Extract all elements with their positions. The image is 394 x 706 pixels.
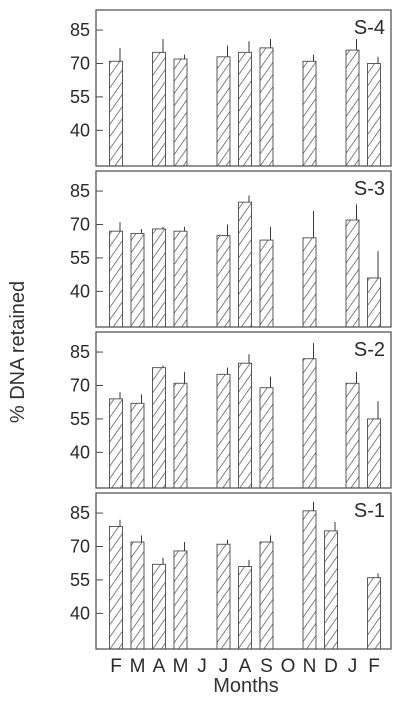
x-tick-label-4-j: J [197,656,207,677]
panel-label-s-4: S-4 [354,17,385,39]
bar-s-2-0-f [109,398,123,489]
x-tick-label-0-f: F [110,656,122,677]
bar-s-2-12-f [367,418,381,489]
bar-s-2-1-m [130,402,145,489]
panels-layer: 85 70 55 40 S-4 85 70 55 40 S-3 85 70 55 40 S-2 85 70 55 4… [70,9,392,650]
bar-s-1-2-a [152,563,166,650]
x-tick-label-3-m: M [173,656,189,677]
bar-s-1-3-m [173,550,188,650]
bar-s-4-9-n [302,60,317,167]
bar-s-3-1-m [130,232,145,328]
x-tick-label-8-o: O [281,656,296,677]
y-tick-label-s-1-55: 55 [70,570,90,590]
y-tick-label-s-4-85: 85 [70,20,90,40]
bar-s-1-12-f [367,577,381,650]
y-tick-label-s-2-40: 40 [70,442,90,462]
bar-s-3-3-m [173,230,188,328]
bar-s-2-9-n [302,358,317,489]
bar-s-1-0-f [109,525,123,650]
bar-s-2-3-m [173,382,188,489]
y-tick-label-s-1-70: 70 [70,536,90,556]
y-tick-label-s-1-40: 40 [70,603,90,623]
y-tick-label-s-3-70: 70 [70,214,90,234]
bar-s-3-6-a [238,201,252,328]
bar-s-4-3-m [173,58,188,167]
bar-s-2-5-j [216,373,231,489]
bar-s-2-7-s [259,387,274,489]
y-tick-label-s-3-85: 85 [70,181,90,201]
x-tick-label-5-j: J [219,656,229,677]
bar-s-3-11-j [345,219,360,328]
panel-s-2: 85 70 55 40 S-2 [70,331,392,489]
bar-s-3-7-s [259,239,274,328]
bar-s-1-10-d [324,530,338,650]
bar-s-4-2-a [152,51,166,167]
x-tick-label-7-s: S [260,656,273,677]
y-axis-label: % DNA retained [7,281,29,423]
panel-s-4: 85 70 55 40 S-4 [70,9,392,167]
bar-s-3-12-f [367,277,381,328]
bar-s-2-11-j [345,382,360,489]
x-axis-label: Months [213,675,279,697]
bar-s-4-11-j [345,49,360,167]
x-tick-label-6-a: A [239,656,252,677]
bar-s-3-5-j [216,235,231,328]
panel-label-s-1: S-1 [354,500,385,522]
bar-s-2-6-a [238,362,252,489]
bar-s-1-5-j [216,543,231,650]
y-tick-label-s-4-40: 40 [70,120,90,140]
panel-label-s-3: S-3 [354,178,385,200]
bar-s-3-2-a [152,228,166,328]
bar-s-3-9-n [302,237,317,328]
bar-s-1-7-s [259,541,274,650]
x-tick-label-12-f: F [368,656,380,677]
panel-s-3: 85 70 55 40 S-3 [70,170,392,328]
x-tick-label-9-n: N [303,656,317,677]
bar-s-4-12-f [367,63,381,167]
y-tick-label-s-2-55: 55 [70,409,90,429]
x-tick-label-1-m: M [130,656,146,677]
panel-label-s-2: S-2 [354,339,385,361]
bar-s-1-1-m [130,541,145,650]
bar-s-4-0-f [109,60,123,167]
bar-s-4-7-s [259,47,274,167]
bar-s-3-0-f [109,230,123,328]
y-tick-label-s-2-70: 70 [70,375,90,395]
panel-s-1: 85 70 55 40 S-1 [70,492,392,650]
x-tick-label-11-j: J [348,656,358,677]
y-tick-label-s-3-40: 40 [70,281,90,301]
y-tick-label-s-4-55: 55 [70,87,90,107]
y-tick-label-s-1-85: 85 [70,503,90,523]
y-tick-label-s-3-55: 55 [70,248,90,268]
x-tick-label-2-a: A [153,656,166,677]
bar-s-4-5-j [216,56,231,167]
x-tick-label-10-d: D [324,656,338,677]
y-tick-label-s-4-70: 70 [70,53,90,73]
bar-s-1-6-a [238,566,252,650]
y-tick-label-s-2-85: 85 [70,342,90,362]
bar-s-4-6-a [238,51,252,167]
bar-s-1-9-n [302,510,317,650]
bar-s-2-2-a [152,367,166,489]
